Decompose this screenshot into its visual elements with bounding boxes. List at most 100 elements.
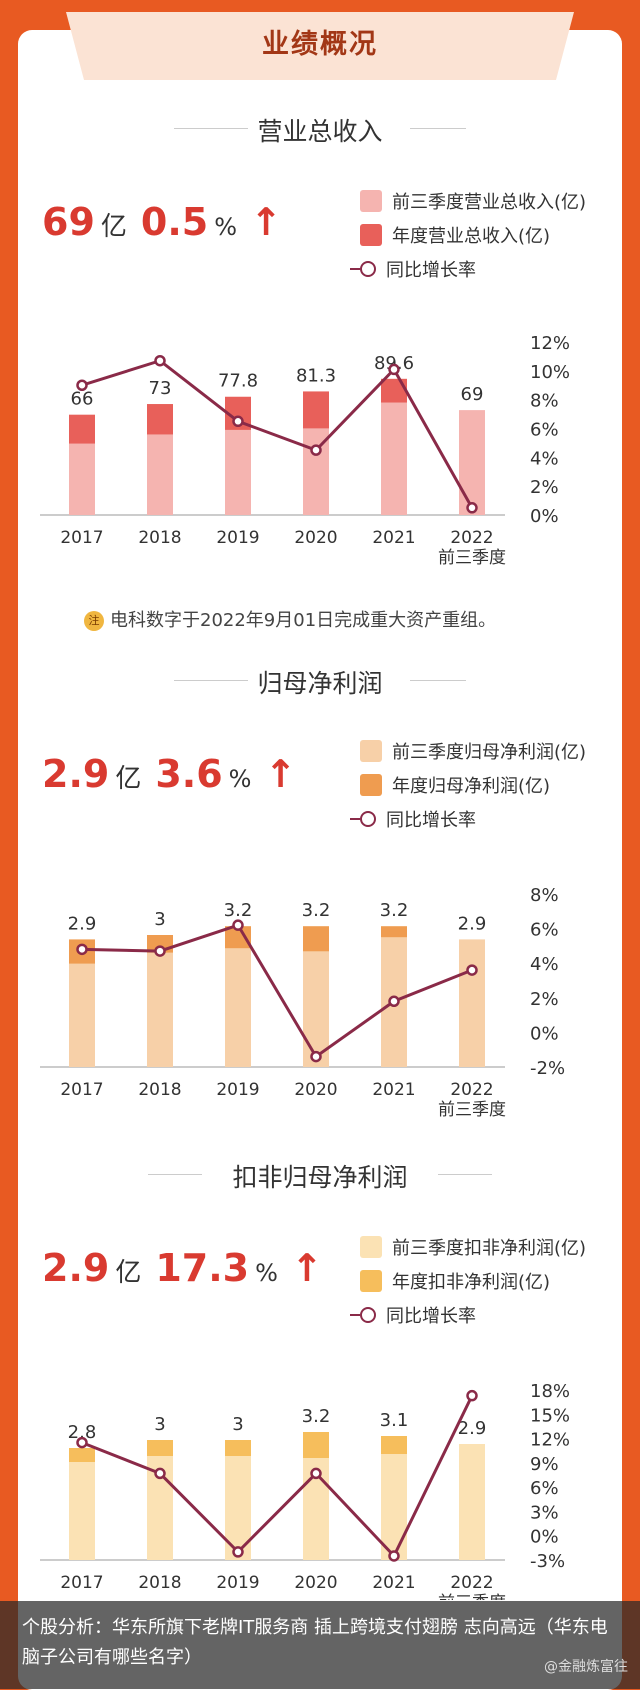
bar-value-label: 3.2 xyxy=(302,900,331,921)
headline-pct: 0.5 xyxy=(140,200,209,244)
line-marker-icon xyxy=(350,1307,376,1323)
y2-tick-label: 12% xyxy=(530,333,570,354)
growth-rate-point xyxy=(76,943,88,956)
y2-tick-label: 6% xyxy=(530,1478,559,1499)
legend-swatch xyxy=(360,224,382,246)
legend-item: 前三季度扣非净利润(亿) xyxy=(360,1230,586,1264)
x-tick-label: 2020 xyxy=(294,1573,337,1593)
legend-label: 年度营业总收入(亿) xyxy=(392,226,551,247)
bar-value-label: 2.8 xyxy=(68,1422,97,1443)
growth-rate-point xyxy=(388,1550,400,1562)
x-tick-label: 2022 xyxy=(450,1573,493,1593)
legend-label: 年度归母净利润(亿) xyxy=(392,776,551,797)
y2-tick-label: 3% xyxy=(530,1502,559,1523)
bar-q3 xyxy=(381,402,407,515)
footer-caption[interactable]: 个股分析：华东所旗下老牌IT服务商 插上跨境支付翅膀 志向高远（华东电脑子公司有… xyxy=(0,1601,640,1689)
legend-swatch xyxy=(360,190,382,212)
growth-rate-point xyxy=(154,945,166,957)
bar-value-label: 77.8 xyxy=(218,371,258,392)
headline-pct-unit: % xyxy=(255,1259,278,1287)
headline-value: 69 xyxy=(42,200,95,244)
growth-rate-line xyxy=(81,923,473,1059)
y2-tick-label: 0% xyxy=(530,1023,559,1044)
legend-revenue: 前三季度营业总收入(亿) 年度营业总收入(亿) 同比增长率 xyxy=(350,184,586,286)
bar-value-label: 3 xyxy=(154,909,165,930)
headline-pct-unit: % xyxy=(228,765,252,793)
headline-value: 2.9 xyxy=(42,752,110,796)
x-tick-label: 2017 xyxy=(60,528,103,548)
growth-rate-point xyxy=(232,415,244,428)
x-tick-label: 2018 xyxy=(138,1080,181,1100)
legend-item: 同比增长率 xyxy=(350,1298,586,1332)
note-icon: 注 xyxy=(84,611,104,631)
bar-q3 xyxy=(459,939,485,1067)
growth-rate-point xyxy=(466,502,478,514)
headline-revenue: 69 亿 0.5% ↑ xyxy=(42,200,282,244)
growth-rate-point xyxy=(232,919,244,931)
title-rule-left xyxy=(174,680,248,681)
legend-label: 前三季度归母净利润(亿) xyxy=(392,742,587,763)
chart-deducted-profit: 2.8 2017 3 2018 3 2019 3.2 2020 3.1 2021 2.9 2022前三… xyxy=(40,1381,570,1600)
bar-q3 xyxy=(147,434,173,515)
growth-rate-point xyxy=(76,379,88,391)
x-tick-sublabel: 前三季度 xyxy=(438,1100,506,1120)
banner-title: 业绩概况 xyxy=(262,29,378,60)
x-tick-sublabel: 前三季度 xyxy=(438,1593,506,1600)
bar-q3 xyxy=(69,963,95,1067)
note-text: 电科数字于2022年9月01日完成重大资产重组。 xyxy=(110,610,497,631)
x-tick-label: 2021 xyxy=(372,1573,415,1593)
bar-q3 xyxy=(225,429,251,515)
bar-q3 xyxy=(225,948,251,1067)
bar-value-label: 3 xyxy=(154,1414,165,1435)
bar-value-label: 81.3 xyxy=(296,365,336,386)
headline-unit: 亿 xyxy=(100,212,127,242)
x-tick-label: 2020 xyxy=(294,528,337,548)
growth-rate-point xyxy=(232,1546,244,1558)
bar-value-label: 66 xyxy=(71,389,94,410)
growth-rate-line xyxy=(81,359,474,509)
section-title-profit: 归母净利润 xyxy=(257,669,383,698)
headline-pct: 3.6 xyxy=(155,752,223,796)
x-tick-label: 2019 xyxy=(216,1080,259,1100)
y2-tick-label: -2% xyxy=(530,1058,565,1079)
x-tick-label: 2019 xyxy=(216,528,259,548)
bar-q3 xyxy=(147,952,173,1067)
bar-value-label: 69 xyxy=(461,384,484,405)
growth-rate-point xyxy=(310,1467,322,1480)
bar-value-label: 2.9 xyxy=(458,1418,487,1439)
y2-tick-label: 12% xyxy=(530,1430,570,1451)
growth-rate-point xyxy=(388,995,400,1008)
legend-label: 同比增长率 xyxy=(386,1306,476,1327)
bar-value-label: 3 xyxy=(232,1414,243,1435)
growth-rate-point xyxy=(154,354,166,367)
legend-swatch xyxy=(360,1270,382,1292)
content-card xyxy=(18,30,622,1690)
bar-value-label: 89.6 xyxy=(374,353,414,374)
banner-ribbon xyxy=(66,12,574,80)
x-tick-label: 2022 xyxy=(450,1080,493,1100)
section-title-deducted-profit: 扣非归母净利润 xyxy=(232,1163,408,1192)
chart-profit: 2.9 2017 3 2018 3.2 2019 3.2 2020 3.2 2021 2.9 2022… xyxy=(40,885,565,1120)
chart-revenue: 66 2017 73 2018 77.8 2019 81.3 2020 89.6 2021 69 20… xyxy=(40,333,570,568)
legend-profit: 前三季度归母净利润(亿) 年度归母净利润(亿) 同比增长率 xyxy=(350,734,587,836)
section-title-revenue: 营业总收入 xyxy=(257,117,383,146)
legend-label: 年度扣非净利润(亿) xyxy=(392,1272,551,1293)
legend-swatch xyxy=(360,740,382,762)
y2-tick-label: 2% xyxy=(530,989,559,1010)
legend-swatch xyxy=(360,1236,382,1258)
legend-label: 同比增长率 xyxy=(386,810,476,831)
y2-tick-label: 15% xyxy=(530,1405,570,1426)
legend-label: 前三季度扣非净利润(亿) xyxy=(392,1238,587,1259)
headline-profit: 2.9 亿 3.6% ↑ xyxy=(42,752,297,796)
bar-q3 xyxy=(381,1454,407,1560)
y2-tick-label: 2% xyxy=(530,477,559,498)
bar-value-label: 2.9 xyxy=(458,913,487,934)
bar-value-label: 3.1 xyxy=(380,1410,409,1431)
title-rule-right xyxy=(410,680,466,681)
legend-item: 年度营业总收入(亿) xyxy=(360,218,586,252)
up-arrow-icon: ↑ xyxy=(237,200,283,244)
bar-q3 xyxy=(459,410,485,515)
bar-value-label: 3.2 xyxy=(302,1406,331,1427)
headline-deducted-profit: 2.9 亿 17.3% ↑ xyxy=(42,1246,323,1290)
x-tick-label: 2017 xyxy=(60,1080,103,1100)
